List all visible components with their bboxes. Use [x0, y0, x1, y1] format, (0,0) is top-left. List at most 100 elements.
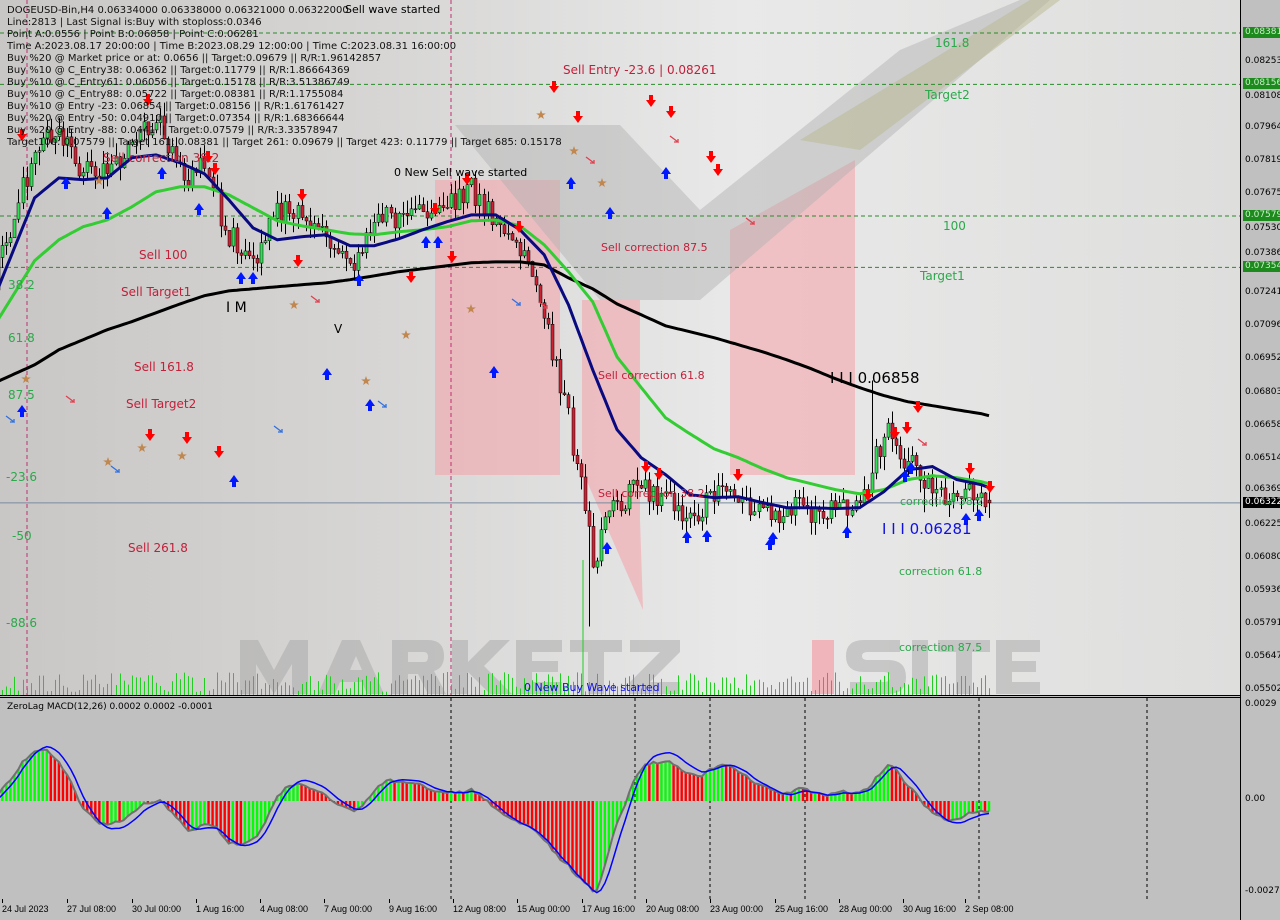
price-axis[interactable]: 0.08253 0.08108 0.07964 0.07819 0.07675 0.075…	[1240, 0, 1280, 920]
macd-histogram-bar	[268, 801, 271, 813]
candle-body	[943, 487, 948, 506]
candle-body	[939, 487, 944, 490]
macd-histogram-bar	[223, 801, 226, 839]
macd-histogram-bar	[733, 768, 736, 801]
candle-body	[514, 239, 519, 243]
macd-histogram-bar	[57, 761, 61, 801]
macd-histogram-bar	[753, 783, 756, 801]
candle-body	[49, 129, 54, 143]
macd-histogram-bar	[927, 801, 930, 809]
macd-histogram-bar	[81, 801, 85, 809]
annotation-label: Sell Entry -23.6 | 0.08261	[563, 63, 717, 77]
candle-body	[364, 232, 369, 254]
macd-histogram-bar	[33, 751, 36, 801]
candle-body	[186, 180, 191, 187]
macd-histogram-bar	[716, 765, 720, 801]
fib-label: -50	[12, 529, 32, 543]
price-tick-label: 0.06514	[1245, 453, 1280, 464]
candle-body	[207, 168, 212, 178]
candle-body	[81, 172, 86, 177]
hollow-arrow-icon	[585, 156, 595, 165]
price-tick-label: 0.08253	[1245, 56, 1280, 67]
price-tick-label: 0.07530	[1245, 223, 1280, 234]
macd-histogram-bar	[781, 793, 784, 801]
price-tick-label: 0.05647	[1245, 650, 1280, 661]
watermark-graphics	[240, 0, 1060, 694]
annotation-label: correction 61.8	[899, 565, 983, 578]
candle-body	[801, 497, 806, 506]
ma-fast-line	[0, 153, 990, 511]
candle-body	[389, 206, 394, 214]
candle-body	[457, 188, 462, 210]
annotation-label: Sell 261.8	[128, 541, 188, 555]
time-axis[interactable]: 24 Jul 2023 27 Jul 08:00 30 Jul 00:00 1 Aug…	[0, 899, 1240, 920]
macd-histogram-bar	[838, 791, 841, 801]
macd-histogram-bar	[619, 801, 623, 814]
macd-histogram-bar	[183, 801, 186, 827]
candle-body	[409, 208, 414, 216]
macd-histogram-bar	[449, 791, 453, 801]
macd-histogram-bar	[939, 801, 942, 816]
candle-body	[676, 505, 681, 512]
macd-histogram-bar	[114, 801, 117, 822]
macd-histogram-bar	[555, 801, 558, 854]
macd-pane[interactable]: ZeroLag MACD(12,26) 0.0002 0.0002 -0.000…	[0, 697, 1240, 901]
macd-histogram-bar	[720, 764, 724, 801]
buy-arrow-icon	[236, 272, 246, 284]
candle-body	[130, 141, 135, 145]
macd-histogram-bar	[441, 792, 445, 801]
macd-histogram-bar	[421, 785, 425, 801]
macd-histogram-bar	[684, 772, 687, 801]
candle-body	[914, 455, 919, 466]
price-tick-label: 0.07386	[1245, 248, 1280, 259]
candle-body	[833, 500, 838, 509]
macd-histogram-bar	[567, 801, 570, 865]
macd-histogram-bar	[631, 782, 635, 801]
candle-body	[146, 121, 151, 136]
signal-info-line: Buy %20 @ Entry -88: 0.0441 || Target:0.…	[7, 125, 339, 136]
candle-body	[639, 485, 644, 489]
price-tick-label: 0.06658	[1245, 420, 1280, 431]
macd-histogram-bar	[429, 790, 433, 801]
buy-arrow-icon	[906, 462, 916, 474]
star-marker-icon	[569, 146, 579, 155]
candle-body	[825, 518, 830, 520]
candle-body	[599, 529, 604, 562]
time-tick	[582, 899, 583, 903]
hollow-arrow-icon	[538, 301, 548, 310]
candle-body	[105, 163, 110, 174]
macd-histogram-bar	[611, 801, 615, 836]
macd-histogram-bar	[231, 801, 235, 843]
candle-body	[538, 284, 543, 303]
fib-label: -88.6	[6, 616, 38, 630]
macd-histogram-bar	[300, 784, 303, 801]
macd-histogram-bar	[235, 801, 239, 845]
candle-body	[967, 484, 972, 490]
price-tick-label: 0.06369	[1245, 483, 1280, 494]
macd-histogram-bar	[94, 801, 97, 820]
candle-body	[785, 507, 790, 517]
candle-body	[841, 499, 846, 503]
candle-body	[882, 436, 887, 457]
macd-histogram-bar	[138, 801, 141, 807]
candle-body	[239, 252, 244, 256]
macd-histogram-bar	[777, 793, 780, 801]
candle-body	[413, 208, 418, 211]
sell-arrow-icon	[713, 164, 723, 176]
macd-histogram-bar	[530, 801, 534, 829]
time-tick	[710, 899, 711, 903]
buy-arrow-icon	[157, 167, 167, 179]
macd-histogram-bar	[292, 785, 295, 801]
candle-body	[166, 138, 171, 154]
candle-body	[757, 503, 762, 512]
macd-histogram-bar	[842, 790, 845, 801]
macd-histogram-bar	[98, 801, 101, 824]
candle-body	[283, 201, 288, 222]
time-tick	[324, 899, 325, 903]
candle-body	[680, 505, 685, 522]
fib-label: 38.2	[8, 278, 35, 292]
price-chart[interactable]: DOGEUSD-Bin,H4 0.06334000 0.06338000 0.0…	[0, 0, 1240, 696]
macd-histogram-bar	[348, 801, 352, 810]
sell-arrow-icon	[549, 81, 559, 93]
candle-body	[518, 242, 523, 257]
